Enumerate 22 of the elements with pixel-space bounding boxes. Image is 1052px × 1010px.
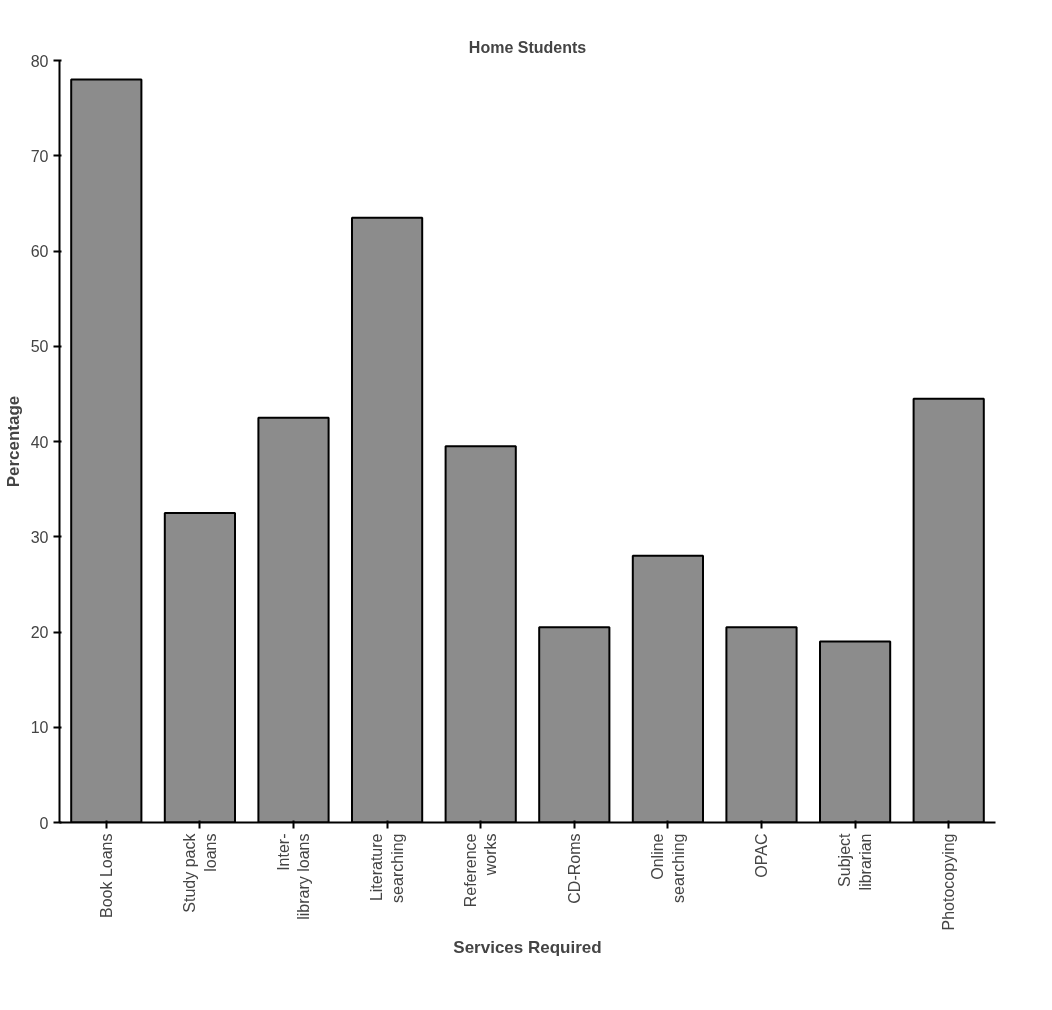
x-tick-label: OPAC: [753, 833, 770, 878]
x-tick-label: Subject librarian: [836, 832, 874, 891]
x-tick-label: Book Loans: [97, 833, 115, 919]
x-tick-label: Literature searching: [368, 833, 406, 903]
x-tick-label: Photocopying: [940, 833, 958, 931]
y-tick-label: 0: [39, 814, 49, 832]
chart-title: Home Students: [468, 38, 587, 56]
y-axis-title: Percentage: [3, 395, 23, 488]
y-tick-label: 40: [30, 433, 49, 451]
x-tick-label: CD-Roms: [565, 833, 583, 904]
x-tick-label: Reference works: [462, 833, 500, 908]
y-tick-label: 50: [30, 338, 49, 356]
y-tick-label: 30: [30, 528, 49, 546]
x-tick-label: Study pack loans: [181, 832, 219, 913]
y-tick-label: 20: [30, 624, 49, 641]
y-tick-label: 80: [30, 52, 49, 70]
y-tick-label: 70: [30, 147, 49, 165]
x-axis-title: Services Required: [453, 938, 602, 958]
y-tick-label: 10: [30, 719, 49, 737]
x-tick-label: Inter- library loans: [274, 833, 313, 920]
x-tick-label: Online searching: [649, 833, 687, 903]
y-tick-label: 60: [30, 243, 49, 260]
